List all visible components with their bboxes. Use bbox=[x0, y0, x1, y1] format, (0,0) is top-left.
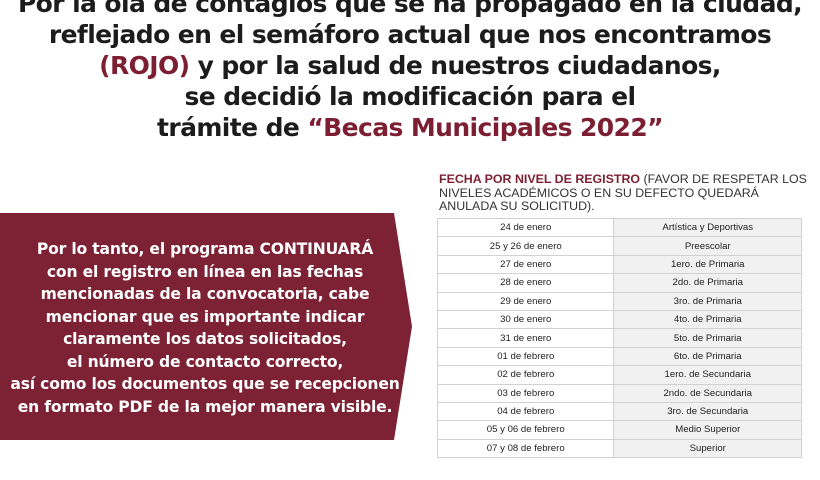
level-cell: 5to. de Primaria bbox=[613, 328, 802, 348]
level-cell: 2ndo. de Secundaria bbox=[613, 383, 802, 403]
level-cell: Medio Superior bbox=[613, 420, 802, 440]
headline-line: trámite de “Becas Municipales 2022” bbox=[0, 112, 820, 143]
notice-text: Por lo tanto, el programa CONTINUARÁ con… bbox=[0, 238, 410, 418]
notice-line: mencionar que es importante indicar bbox=[45, 307, 365, 326]
notice-line: en formato PDF de la mejor manera visibl… bbox=[17, 397, 393, 416]
level-cell: 3ro. de Primaria bbox=[613, 291, 802, 311]
level-cell: Superior bbox=[613, 438, 802, 459]
notice-line: claramente los datos solicitados, bbox=[63, 330, 347, 348]
level-cell: Preescolar bbox=[613, 236, 802, 256]
table-row: 27 de enero 1ero. de Primaria bbox=[436, 254, 802, 275]
headline-line: (ROJO) y por la salud de nuestros ciudad… bbox=[0, 50, 820, 81]
headline: Por la ola de contagios que se ha propag… bbox=[0, 0, 820, 143]
date-cell: 03 de febrero bbox=[436, 383, 615, 403]
notice-ribbon bbox=[0, 213, 412, 440]
date-cell: 01 de febrero bbox=[436, 346, 615, 367]
date-cell: 25 y 26 de enero bbox=[436, 236, 615, 256]
date-cell: 07 y 08 de febrero bbox=[436, 438, 615, 459]
date-cell: 29 de enero bbox=[436, 291, 615, 311]
table-row: 04 de febrero 3ro. de Secundaria bbox=[436, 401, 802, 422]
table-row: 30 de enero 4to. de Primaria bbox=[436, 309, 802, 330]
schedule-heading-note: (FAVOR DE RESPETAR LOS NIVELES ACADÉMICO… bbox=[439, 172, 807, 213]
table-row: 07 y 08 de febrero Superior bbox=[436, 438, 802, 459]
table-row: 24 de enero Artística y Deportivas bbox=[436, 217, 802, 238]
headline-status-word: (ROJO) bbox=[99, 51, 190, 80]
date-cell: 24 de enero bbox=[436, 217, 615, 238]
schedule-heading: FECHA POR NIVEL DE REGISTRO (FAVOR DE RE… bbox=[439, 172, 811, 214]
table-row: 28 de enero 2do. de Primaria bbox=[436, 273, 802, 293]
level-cell: 6to. de Primaria bbox=[613, 346, 802, 367]
date-cell: 05 y 06 de febrero bbox=[436, 420, 615, 440]
notice-line: Por lo tanto, el programa CONTINUARÁ bbox=[36, 240, 374, 258]
notice-line: así como los documentos que se recepcion… bbox=[10, 375, 400, 393]
table-row: 02 de febrero 1ero. de Secundaria bbox=[436, 365, 802, 385]
table-row: 01 de febrero 6to. de Primaria bbox=[436, 346, 802, 367]
table-row: 25 y 26 de enero Preescolar bbox=[436, 236, 802, 256]
table-row: 31 de enero 5to. de Primaria bbox=[436, 328, 802, 348]
schedule-heading-lead: FECHA POR NIVEL DE REGISTRO bbox=[439, 172, 641, 186]
level-cell: 1ero. de Primaria bbox=[613, 254, 802, 275]
date-cell: 02 de febrero bbox=[436, 365, 615, 385]
notice-line: mencionadas de la convocatoria, cabe bbox=[40, 285, 370, 303]
level-cell: Artística y Deportivas bbox=[613, 217, 802, 238]
headline-line: reflejado en el semáforo actual que nos … bbox=[48, 20, 772, 49]
headline-line: se decidió la modificación para el bbox=[184, 82, 637, 111]
headline-line: Por la ola de contagios que se ha propag… bbox=[17, 0, 803, 18]
program-name: “Becas Municipales 2022” bbox=[307, 113, 663, 142]
notice-line: el número de contacto correcto, bbox=[66, 352, 344, 371]
date-cell: 04 de febrero bbox=[436, 401, 615, 422]
table-row: 03 de febrero 2ndo. de Secundaria bbox=[436, 383, 802, 403]
level-cell: 1ero. de Secundaria bbox=[613, 365, 802, 385]
schedule-table: 24 de enero Artística y Deportivas 25 y 2… bbox=[436, 217, 802, 459]
date-cell: 30 de enero bbox=[436, 309, 615, 330]
headline-line-text: trámite de bbox=[157, 113, 308, 142]
date-cell: 27 de enero bbox=[436, 254, 615, 275]
date-cell: 28 de enero bbox=[436, 273, 615, 293]
table-row: 29 de enero 3ro. de Primaria bbox=[436, 291, 802, 311]
level-cell: 3ro. de Secundaria bbox=[613, 401, 802, 422]
table-row: 05 y 06 de febrero Medio Superior bbox=[436, 420, 802, 440]
level-cell: 2do. de Primaria bbox=[613, 273, 802, 293]
level-cell: 4to. de Primaria bbox=[613, 309, 802, 330]
headline-line-text: y por la salud de nuestros ciudadanos, bbox=[189, 51, 722, 80]
date-cell: 31 de enero bbox=[436, 328, 615, 348]
notice-line: con el registro en línea en las fechas bbox=[46, 262, 364, 281]
